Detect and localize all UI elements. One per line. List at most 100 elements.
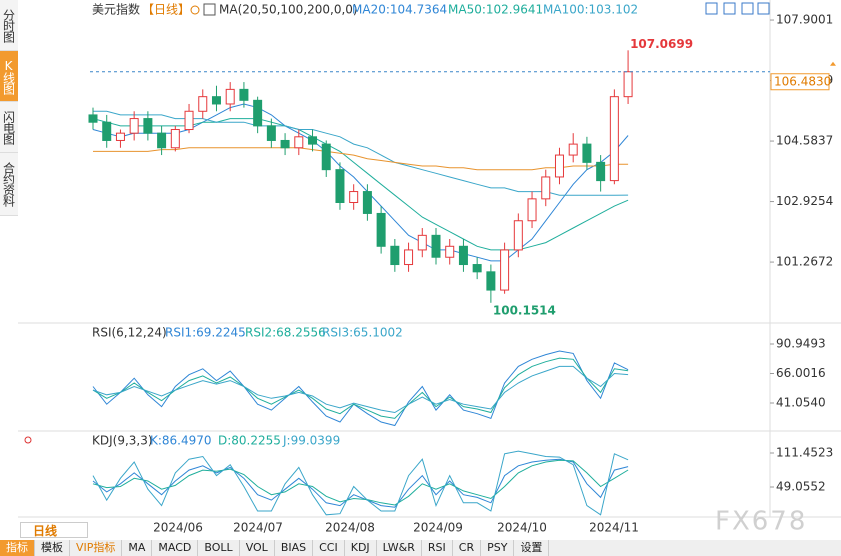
candle-body bbox=[472, 264, 482, 273]
candle-body bbox=[308, 136, 318, 145]
candle-body bbox=[239, 88, 249, 101]
current-price-label: 106.4830 bbox=[774, 74, 831, 88]
candle-body bbox=[609, 96, 619, 182]
high-annotation: 107.0699 bbox=[630, 37, 693, 51]
toolbar: 指标 模板 VIP指标 MA MACD BOLL VOL BIAS CCI KDJ LW&R RSI C… bbox=[0, 540, 841, 556]
x-tick-label: 2024/10 bbox=[497, 521, 547, 535]
toolbar-button[interactable]: KDJ bbox=[345, 540, 377, 556]
period-box[interactable]: 日线 bbox=[20, 522, 88, 538]
toolbar-button[interactable]: MA bbox=[122, 540, 153, 556]
candle-body bbox=[596, 161, 606, 182]
toolbar-button[interactable]: 设置 bbox=[514, 540, 550, 556]
line-series bbox=[92, 450, 629, 516]
candle-body bbox=[376, 212, 386, 247]
line-series bbox=[92, 350, 629, 427]
candle-body bbox=[102, 121, 112, 141]
candle-body bbox=[541, 176, 551, 200]
tab[interactable]: K线图 bbox=[0, 51, 18, 102]
indicator-label: RSI(6,12,24) bbox=[92, 326, 167, 340]
y-tick-label: 102.9254 bbox=[776, 194, 833, 208]
x-tick-label: 2024/07 bbox=[233, 521, 283, 535]
candle-body bbox=[157, 132, 167, 149]
legend-entry: MA100:103.102 bbox=[543, 3, 638, 17]
candle-body bbox=[404, 249, 414, 266]
x-tick-label: 2024/09 bbox=[413, 521, 463, 535]
chart: 美元指数 【日线】 MA(20,50,100,200,0,0) RSI(6,12… bbox=[18, 0, 841, 537]
y-tick-label: 90.9493 bbox=[776, 337, 826, 351]
candle-body bbox=[445, 245, 455, 258]
indicator-icon[interactable] bbox=[24, 436, 32, 444]
y-tick-label: 101.2672 bbox=[776, 255, 833, 269]
candle-body bbox=[554, 154, 564, 178]
toolbar-button[interactable]: MACD bbox=[152, 540, 199, 556]
toolbar-button[interactable]: 指标 bbox=[0, 540, 35, 556]
candle-body bbox=[623, 71, 633, 98]
current-price-box bbox=[770, 73, 830, 91]
legend-entry: RSI3:65.1002 bbox=[322, 326, 403, 340]
candle-body bbox=[143, 118, 153, 134]
line-series bbox=[92, 365, 629, 414]
candle-body bbox=[280, 139, 290, 149]
candle-body bbox=[225, 88, 235, 105]
indicator-label: MA(20,50,100,200,0,0) bbox=[219, 3, 358, 17]
watermark: FX678 bbox=[715, 507, 807, 537]
y-tick-label: 66.0016 bbox=[776, 366, 826, 380]
toolbar-button[interactable]: 模板 bbox=[35, 540, 70, 556]
toolbar-button[interactable]: BOLL bbox=[198, 540, 240, 556]
legend-entry: J:99.0399 bbox=[282, 434, 340, 448]
toolbar-button[interactable]: RSI bbox=[422, 540, 453, 556]
tab[interactable]: 闪电图 bbox=[0, 102, 18, 153]
candle-body bbox=[294, 136, 304, 149]
candle-body bbox=[417, 234, 427, 251]
settings-icon[interactable] bbox=[203, 3, 216, 16]
y-tick-label: 104.5837 bbox=[776, 134, 833, 148]
legend-entry: K:86.4970 bbox=[150, 434, 212, 448]
candle-body bbox=[184, 110, 194, 131]
y-tick-label: 49.0552 bbox=[776, 480, 826, 494]
period-label: 【日线】 bbox=[142, 3, 190, 17]
legend-entry: MA50:102.9641 bbox=[448, 3, 543, 17]
candle-body bbox=[335, 169, 345, 203]
legend-entry: RSI1:69.2245 bbox=[165, 326, 246, 340]
price-arrow bbox=[830, 61, 836, 66]
candle-body bbox=[513, 220, 523, 251]
x-tick-label: 2024/11 bbox=[589, 521, 639, 535]
line-series bbox=[92, 458, 629, 508]
candle-body bbox=[266, 125, 276, 141]
candle-body bbox=[253, 99, 263, 127]
line-series bbox=[93, 110, 629, 196]
y-tick-label: 111.4523 bbox=[776, 445, 833, 459]
candle-body bbox=[88, 114, 98, 123]
candle-body bbox=[115, 132, 125, 141]
toolbar-button[interactable]: LW&R bbox=[377, 540, 422, 556]
candle-body bbox=[486, 271, 496, 291]
candle-body bbox=[582, 143, 592, 163]
candle-body bbox=[390, 245, 400, 266]
candle-body bbox=[527, 198, 537, 222]
toolbar-button[interactable]: BIAS bbox=[275, 540, 314, 556]
candle-body bbox=[349, 191, 359, 203]
toolbar-button[interactable]: PSY bbox=[481, 540, 515, 556]
tab[interactable]: 分时图 bbox=[0, 0, 18, 51]
toolbar-button[interactable]: VIP指标 bbox=[70, 540, 123, 556]
line-series bbox=[92, 103, 629, 262]
tab[interactable]: 合约资料 bbox=[0, 153, 18, 216]
legend-entry: MA20:104.7364 bbox=[352, 3, 447, 17]
chart-title: 美元指数 bbox=[92, 2, 140, 17]
candle-body bbox=[321, 143, 331, 171]
add-icon[interactable] bbox=[190, 5, 200, 15]
y-tick-label: 41.0540 bbox=[776, 395, 826, 409]
toolbar-button[interactable]: CR bbox=[453, 540, 482, 556]
line-series bbox=[92, 118, 629, 251]
candle-body bbox=[211, 96, 221, 105]
line-series bbox=[92, 459, 629, 506]
candle-body bbox=[431, 234, 441, 258]
legend-entry: RSI2:68.2556 bbox=[245, 326, 326, 340]
toolbar-button[interactable]: VOL bbox=[240, 540, 275, 556]
candle-body bbox=[500, 249, 510, 291]
candle-body bbox=[568, 143, 578, 156]
low-annotation: 100.1514 bbox=[493, 303, 556, 317]
legend-entry: D:80.2255 bbox=[218, 434, 281, 448]
toolbar-button[interactable]: CCI bbox=[313, 540, 345, 556]
